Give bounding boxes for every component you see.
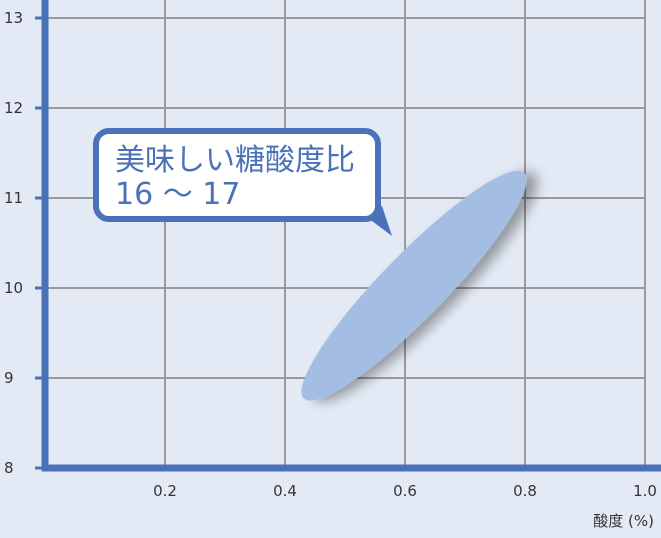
y-tick-label-11: 11 bbox=[4, 189, 23, 207]
x-tick-label-0.2: 0.2 bbox=[153, 482, 177, 500]
callout-title: 美味しい糖酸度比 bbox=[115, 143, 355, 178]
x-tick-label-0.6: 0.6 bbox=[393, 482, 417, 500]
y-tick-label-10: 10 bbox=[4, 279, 23, 297]
x-tick-label-0.8: 0.8 bbox=[513, 482, 537, 500]
y-tick-label-13: 13 bbox=[4, 9, 23, 27]
y-tick-label-9: 9 bbox=[4, 369, 14, 387]
x-tick-label-1.0: 1.0 bbox=[633, 482, 657, 500]
x-tick-label-0.4: 0.4 bbox=[273, 482, 297, 500]
x-axis-label: 酸度 (%) bbox=[593, 512, 654, 530]
optimal-region bbox=[301, 170, 527, 401]
grid bbox=[45, 0, 646, 468]
axes bbox=[35, 0, 661, 472]
callout-box: 美味しい糖酸度比 16 ～ 17 bbox=[93, 128, 381, 222]
y-tick-label-12: 12 bbox=[4, 99, 23, 117]
y-tick-label-8: 8 bbox=[4, 459, 14, 477]
optimal-region-ellipse bbox=[301, 170, 527, 401]
callout-ratio: 16 ～ 17 bbox=[115, 177, 241, 212]
tick-labels: 8 9 10 11 12 13 0.2 0.4 0.6 0.8 1.0 bbox=[4, 9, 657, 500]
